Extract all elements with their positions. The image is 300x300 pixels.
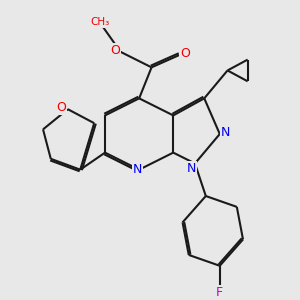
Text: F: F [216,286,223,298]
Text: N: N [187,162,196,175]
Text: N: N [221,126,230,139]
Text: O: O [180,47,190,60]
Text: O: O [110,44,120,57]
Text: O: O [56,101,66,114]
Text: CH₃: CH₃ [91,17,110,27]
Text: N: N [133,163,142,176]
